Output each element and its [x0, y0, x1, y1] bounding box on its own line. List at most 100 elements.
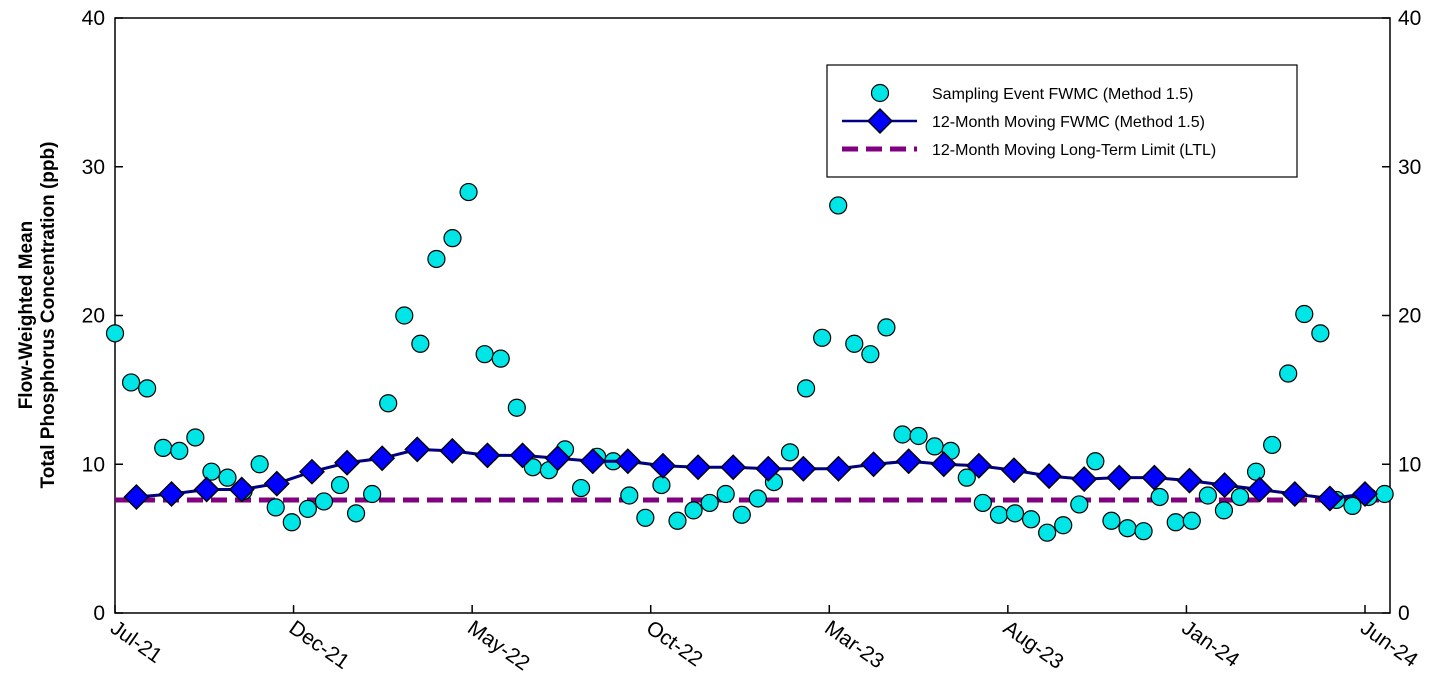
sampling-point — [346, 504, 366, 523]
sampling-point — [1246, 462, 1266, 481]
sampling-point — [1070, 495, 1089, 514]
moving-fwmc-point — [369, 445, 396, 472]
sampling-point — [620, 486, 639, 505]
x-axis: Jul-21 Dec-21 May-22 Oct-22 Mar-23 Aug-23 Jan-… — [106, 605, 1422, 675]
x-tick-label: Dec-21 — [285, 616, 354, 674]
sampling-point — [989, 505, 1009, 524]
moving-fwmc-point — [1211, 472, 1238, 499]
sampling-point — [893, 425, 912, 444]
sampling-point — [411, 334, 430, 353]
sampling-point — [250, 455, 269, 474]
sampling-point — [1343, 496, 1362, 515]
sampling-point — [1230, 487, 1250, 507]
x-tick-label: Jan-24 — [1178, 616, 1244, 672]
y-axis-title: Flow-Weighted Mean Total Phosphorus Conc… — [16, 142, 59, 489]
moving-fwmc-point — [193, 476, 220, 503]
sampling-point — [1375, 484, 1394, 504]
moving-fwmc-point — [825, 455, 852, 482]
sampling-point — [1182, 511, 1201, 530]
y-tick-label-left: 20 — [82, 305, 105, 328]
legend-moving-marker — [867, 108, 893, 134]
moving-fwmc-point — [1000, 457, 1027, 484]
sampling-point — [748, 489, 767, 508]
sampling-point — [700, 493, 719, 513]
moving-fwmc-point — [1106, 464, 1133, 491]
legend-sampling-marker — [870, 83, 890, 103]
y-tick-label-left: 40 — [82, 7, 105, 30]
sampling-point — [1279, 364, 1298, 383]
moving-fwmc-point — [860, 451, 887, 478]
y-tick-label-left: 0 — [93, 602, 105, 625]
sampling-point — [202, 462, 221, 481]
legend: Sampling Event FWMC (Method 1.5) 12-Mont… — [826, 64, 1298, 178]
y-tick-label-right: 10 — [1398, 453, 1421, 476]
moving-fwmc-point — [1141, 464, 1168, 491]
legend-ltl-label: 12-Month Moving Long-Term Limit (LTL) — [932, 142, 1216, 159]
sampling-point — [379, 394, 398, 413]
y-tick-label-left: 10 — [82, 453, 105, 476]
moving-fwmc-point — [334, 449, 361, 476]
y-tick-label-right: 30 — [1398, 156, 1421, 179]
sampling-point — [105, 324, 125, 343]
sampling-point — [571, 478, 591, 498]
sampling-point — [861, 345, 880, 364]
moving-fwmc-point — [965, 452, 992, 479]
sampling-point — [330, 475, 350, 495]
moving-fwmc-point — [895, 448, 922, 475]
sampling-point — [1214, 501, 1234, 520]
sampling-point — [266, 498, 285, 517]
sampling-point — [218, 468, 237, 487]
sampling-point — [796, 379, 816, 398]
moving-fwmc-point — [579, 448, 606, 475]
moving-fwmc-point — [930, 451, 957, 478]
sampling-point — [1198, 486, 1217, 505]
sampling-point — [459, 182, 478, 202]
moving-fwmc-point — [1246, 476, 1273, 503]
moving-fwmc-point — [228, 476, 255, 503]
sampling-point — [314, 492, 334, 511]
moving-fwmc-point — [685, 454, 712, 481]
sampling-point — [732, 505, 751, 524]
sampling-point — [668, 511, 687, 530]
moving-fwmc-point — [755, 455, 782, 482]
x-tick-label: May-22 — [463, 616, 534, 675]
sampling-point — [925, 437, 944, 456]
moving-fwmc-point — [263, 470, 290, 497]
y-tick-label-right: 0 — [1398, 602, 1410, 625]
moving-fwmc-series — [123, 436, 1378, 512]
moving-fwmc-point — [298, 458, 325, 485]
sampling-point — [282, 513, 301, 532]
moving-fwmc-point — [1352, 481, 1378, 507]
sampling-point — [1150, 487, 1169, 507]
sampling-point — [491, 349, 510, 368]
sampling-point — [170, 441, 189, 460]
sampling-point — [1263, 435, 1282, 455]
sampling-point — [684, 501, 703, 520]
sampling-point — [829, 196, 848, 215]
sampling-point — [1311, 324, 1330, 343]
moving-fwmc-point — [1281, 481, 1308, 507]
moving-fwmc-point — [1316, 485, 1343, 512]
sampling-point — [845, 334, 864, 353]
legend-moving-label: 12-Month Moving FWMC (Method 1.5) — [932, 114, 1205, 131]
sampling-point — [395, 306, 414, 325]
y-axis-right: 0 10 20 30 40 — [1382, 7, 1421, 625]
sampling-point — [298, 499, 317, 518]
y-axis-title-line1: Flow-Weighted Mean — [16, 221, 37, 410]
sampling-point — [1166, 513, 1185, 532]
moving-fwmc-point — [158, 481, 185, 507]
sampling-point — [909, 426, 928, 446]
sampling-point — [716, 484, 735, 504]
sampling-point — [1005, 504, 1025, 523]
legend-sampling-label: Sampling Event FWMC (Method 1.5) — [932, 86, 1193, 103]
y-tick-label-left: 30 — [82, 156, 105, 179]
y-axis-left: 0 10 20 30 40 — [82, 7, 123, 625]
moving-fwmc-point — [544, 445, 571, 472]
sampling-point — [507, 398, 526, 417]
sampling-point — [121, 373, 141, 392]
sampling-point — [1118, 519, 1137, 538]
sampling-point — [973, 493, 992, 513]
sampling-series — [105, 182, 1394, 542]
moving-fwmc-point — [439, 437, 466, 464]
x-tick-label: Oct-22 — [642, 616, 707, 671]
